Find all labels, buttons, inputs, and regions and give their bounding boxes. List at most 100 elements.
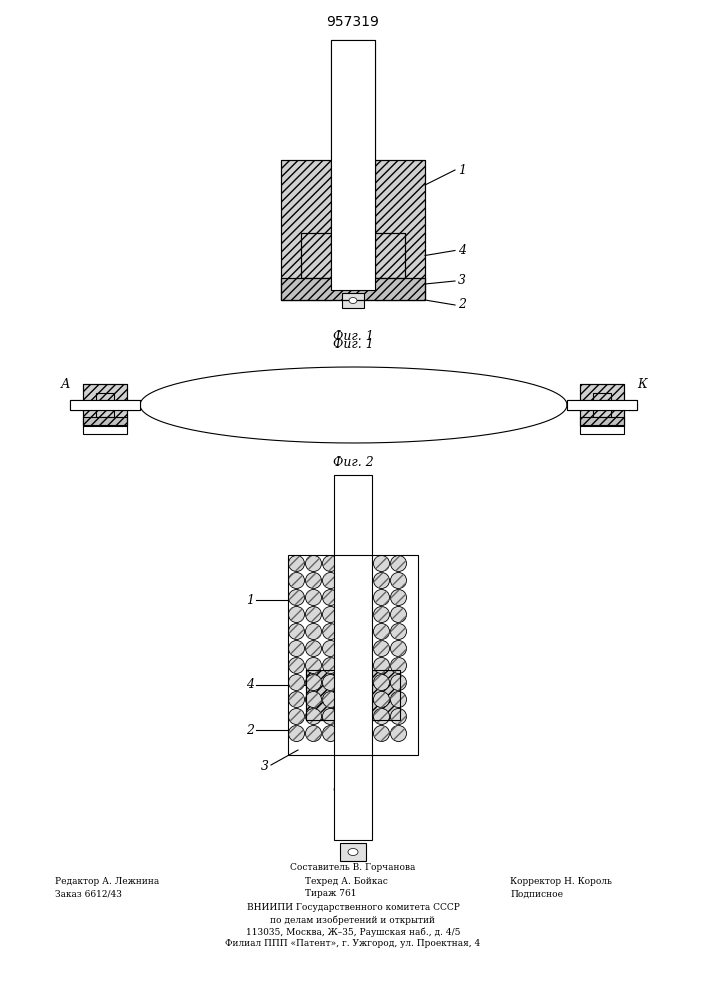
Bar: [340, 843, 366, 861]
Circle shape: [390, 606, 407, 622]
Bar: [306, 670, 334, 720]
Circle shape: [305, 726, 322, 742]
Circle shape: [288, 641, 305, 656]
Circle shape: [373, 674, 390, 690]
Circle shape: [305, 692, 322, 708]
Bar: [70, 400, 140, 410]
Text: Тираж 761: Тираж 761: [305, 890, 356, 898]
Circle shape: [322, 658, 339, 674]
Bar: [580, 417, 624, 425]
Circle shape: [390, 624, 407, 640]
Bar: [567, 400, 637, 410]
Circle shape: [390, 572, 407, 588]
Circle shape: [322, 572, 339, 588]
Bar: [593, 393, 611, 417]
Text: 1: 1: [246, 593, 254, 606]
Bar: [83, 417, 127, 425]
Circle shape: [322, 641, 339, 656]
Text: 113035, Москва, Ж–35, Раушская наб., д. 4/5: 113035, Москва, Ж–35, Раушская наб., д. …: [246, 927, 460, 937]
Bar: [567, 400, 637, 410]
Circle shape: [373, 589, 390, 605]
Circle shape: [373, 606, 390, 622]
Circle shape: [373, 556, 390, 572]
Circle shape: [322, 674, 339, 690]
Text: Фиг. 1: Фиг. 1: [332, 338, 373, 352]
Bar: [372, 670, 400, 720]
Text: Фиг. 1: Фиг. 1: [332, 330, 373, 344]
Text: 1: 1: [458, 163, 466, 176]
Circle shape: [373, 726, 390, 742]
Text: Фиг. 2: Фиг. 2: [332, 456, 373, 470]
Bar: [375, 160, 425, 300]
Circle shape: [288, 726, 305, 742]
Text: Подписное: Подписное: [510, 890, 563, 898]
Text: 4: 4: [246, 678, 254, 692]
Bar: [334, 475, 372, 840]
Bar: [301, 233, 331, 278]
Bar: [580, 384, 624, 426]
Bar: [372, 670, 400, 720]
Text: 2: 2: [458, 298, 466, 312]
Text: 4: 4: [458, 244, 466, 257]
Circle shape: [390, 641, 407, 656]
Text: 2: 2: [246, 724, 254, 736]
Bar: [375, 233, 405, 278]
Text: Фиг. 3: Фиг. 3: [332, 784, 373, 796]
Circle shape: [390, 589, 407, 605]
Bar: [342, 293, 364, 308]
Bar: [306, 670, 400, 720]
Text: 957319: 957319: [327, 15, 380, 29]
Bar: [288, 555, 418, 755]
Bar: [301, 233, 331, 278]
Bar: [580, 384, 624, 426]
Text: Заказ 6612/43: Заказ 6612/43: [55, 890, 122, 898]
Circle shape: [390, 726, 407, 742]
Circle shape: [322, 708, 339, 724]
Bar: [83, 384, 127, 434]
Circle shape: [373, 692, 390, 708]
Text: Техред А. Бойкас: Техред А. Бойкас: [305, 878, 388, 886]
Text: 3: 3: [458, 274, 466, 288]
Circle shape: [288, 572, 305, 588]
Circle shape: [373, 572, 390, 588]
Text: Филиал ППП «Патент», г. Ужгород, ул. Проектная, 4: Филиал ППП «Патент», г. Ужгород, ул. Про…: [226, 940, 481, 948]
Bar: [375, 160, 425, 300]
Circle shape: [322, 606, 339, 622]
Text: по делам изобретений и открытий: по делам изобретений и открытий: [271, 915, 436, 925]
Bar: [281, 278, 425, 300]
Circle shape: [390, 708, 407, 724]
Text: Редактор А. Лежнина: Редактор А. Лежнина: [55, 878, 159, 886]
Circle shape: [373, 708, 390, 724]
Circle shape: [305, 606, 322, 622]
Bar: [83, 384, 127, 426]
Bar: [281, 160, 331, 300]
Circle shape: [288, 606, 305, 622]
Circle shape: [288, 674, 305, 690]
Bar: [281, 278, 425, 300]
Bar: [301, 233, 405, 278]
Circle shape: [305, 589, 322, 605]
Circle shape: [322, 624, 339, 640]
Circle shape: [390, 674, 407, 690]
Bar: [593, 393, 611, 417]
Bar: [96, 393, 114, 417]
Circle shape: [373, 658, 390, 674]
Circle shape: [373, 641, 390, 656]
Bar: [281, 160, 331, 300]
Circle shape: [305, 674, 322, 690]
Circle shape: [305, 572, 322, 588]
Circle shape: [305, 658, 322, 674]
Text: ВНИИПИ Государственного комитета СССР: ВНИИПИ Государственного комитета СССР: [247, 904, 460, 912]
Bar: [70, 400, 140, 410]
Bar: [331, 40, 375, 290]
Circle shape: [390, 658, 407, 674]
Bar: [580, 417, 624, 425]
Circle shape: [288, 589, 305, 605]
Text: Составитель В. Горчанова: Составитель В. Горчанова: [291, 863, 416, 872]
Circle shape: [305, 708, 322, 724]
Circle shape: [373, 624, 390, 640]
Bar: [281, 278, 425, 300]
Text: А: А: [60, 378, 70, 391]
Circle shape: [288, 692, 305, 708]
Circle shape: [288, 708, 305, 724]
